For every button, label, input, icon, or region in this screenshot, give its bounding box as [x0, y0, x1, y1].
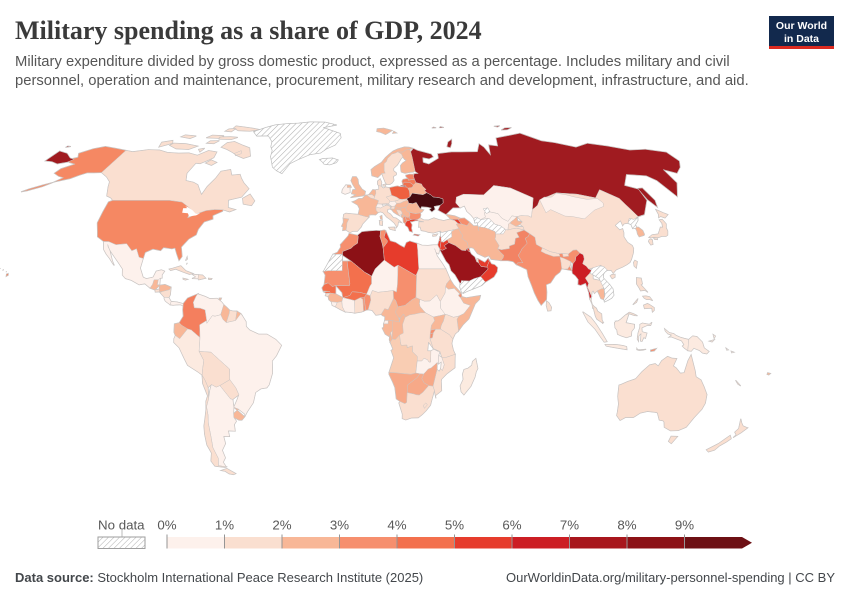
svg-text:No data: No data — [98, 518, 145, 533]
svg-text:3%: 3% — [330, 518, 349, 533]
svg-text:1%: 1% — [215, 518, 234, 533]
svg-text:8%: 8% — [617, 518, 636, 533]
svg-text:4%: 4% — [387, 518, 406, 533]
svg-text:9%: 9% — [675, 518, 694, 533]
svg-text:6%: 6% — [502, 518, 521, 533]
svg-text:7%: 7% — [560, 518, 579, 533]
svg-text:2%: 2% — [272, 518, 291, 533]
svg-text:5%: 5% — [445, 518, 464, 533]
svg-text:0%: 0% — [157, 518, 176, 533]
